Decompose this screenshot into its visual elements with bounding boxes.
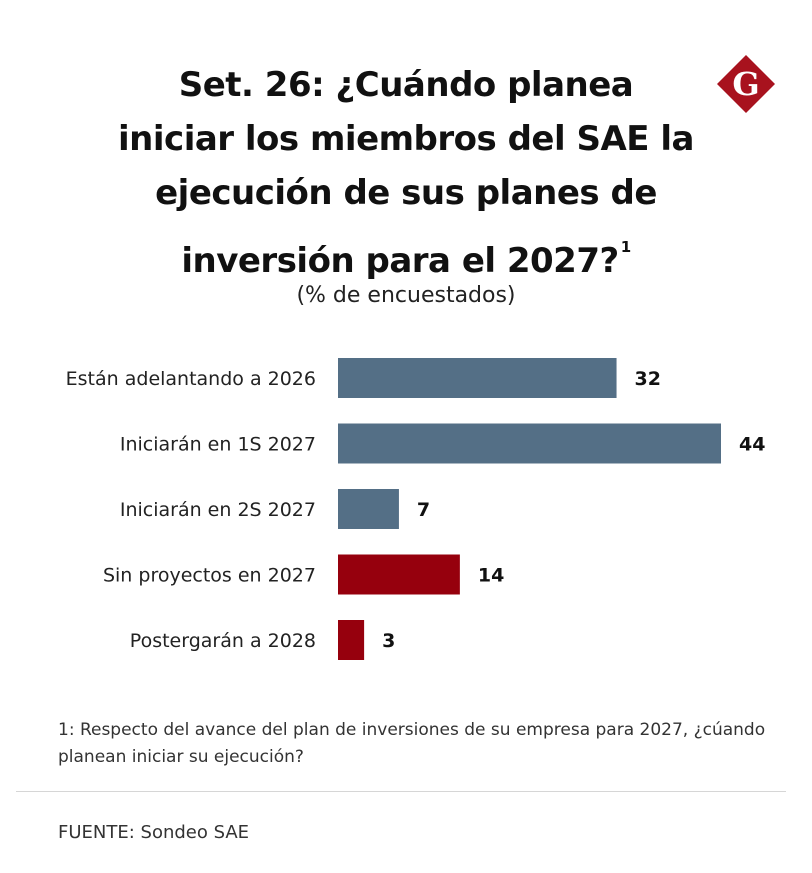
chart-subtitle: (% de encuestados) — [296, 283, 516, 308]
title-line-1: Set. 26: ¿Cuándo planea — [178, 65, 634, 105]
value-label: 14 — [478, 565, 504, 587]
category-label: Sin proyectos en 2027 — [103, 565, 316, 587]
value-label: 44 — [739, 434, 765, 456]
gestion-logo-icon: G — [717, 55, 775, 113]
category-label: Iniciarán en 2S 2027 — [120, 499, 316, 521]
bar — [338, 423, 721, 464]
title-footnote-marker: 1 — [620, 238, 631, 256]
logo-diamond — [717, 55, 775, 113]
title-line-3: ejecución de sus planes de — [155, 173, 657, 213]
category-label: Están adelantando a 2026 — [66, 368, 316, 390]
bar-chart: Están adelantando a 2026 32 Iniciarán en 1… — [66, 358, 765, 660]
value-label: 3 — [382, 630, 395, 652]
bar — [338, 489, 399, 529]
title-line-4-text: inversión para el 2027? — [181, 241, 619, 281]
category-label: Iniciarán en 1S 2027 — [120, 434, 316, 456]
bar — [338, 358, 617, 398]
bar — [338, 554, 460, 595]
bar — [338, 620, 365, 660]
source-note: FUENTE: Sondeo SAE — [58, 822, 250, 843]
value-label: 7 — [417, 499, 430, 521]
divider — [16, 791, 786, 792]
chart-title: Set. 26: ¿Cuándo planea iniciar los miem… — [0, 58, 812, 288]
title-line-4: inversión para el 2027? 1 — [0, 220, 812, 288]
logo-letter: G — [732, 65, 759, 103]
footnote: 1: Respecto del avance del plan de inver… — [58, 720, 766, 767]
value-label: 32 — [635, 368, 661, 390]
category-label: Postergarán a 2028 — [130, 630, 316, 652]
title-line-2: iniciar los miembros del SAE la — [118, 119, 694, 159]
